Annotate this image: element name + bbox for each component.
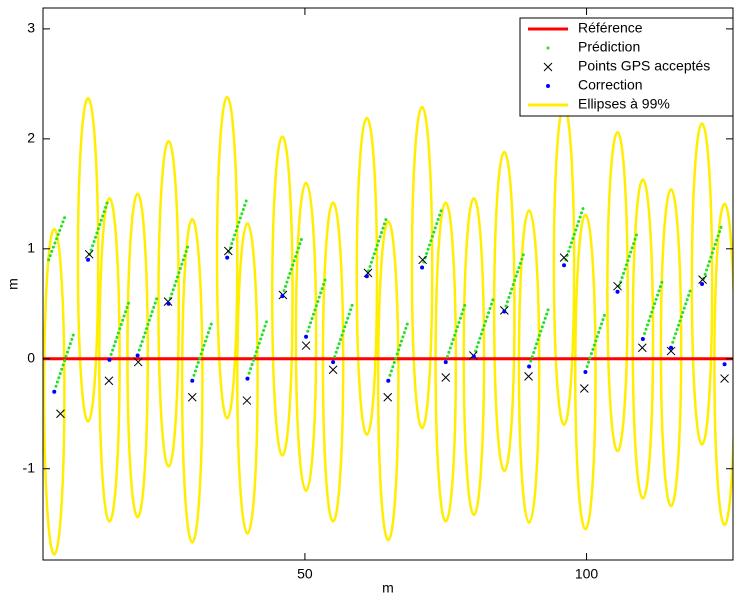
confidence-ellipse [574,213,597,531]
confidence-ellipse [606,131,629,453]
legend-label: Ellipses à 99% [578,96,670,112]
legend-box [519,17,734,117]
confidence-ellipse [517,209,541,524]
legend-swatch [543,62,553,72]
legend: Référence Prédiction Points GPS acceptés Co… [519,17,734,117]
axes-box [42,7,734,561]
correction-point [52,389,57,394]
gps-point [666,346,676,356]
confidence-ellipse [126,192,150,519]
confidence-ellipse [713,202,733,527]
correction-point [722,362,727,367]
correction-point [245,376,250,381]
y-tick-label: 3 [27,20,35,36]
y-tick-label: 1 [27,240,35,256]
correction-point [190,378,195,383]
correction-point [527,364,532,369]
gps-point [133,357,143,367]
x-axis-label: m [382,580,394,596]
gps-point [84,249,94,259]
correction-point [135,353,140,358]
confidence-ellipse [659,188,683,508]
correction-point [583,369,588,374]
correction-point [304,334,309,339]
correction-point [700,282,705,286]
correction-point [107,357,112,362]
gps-point [441,373,451,382]
gps-point [613,281,622,291]
correction-point [420,265,425,270]
confidence-ellipse [76,96,100,423]
confidence-ellipse [376,220,400,542]
correction-point [502,309,507,314]
confidence-ellipse [462,196,486,517]
gps-point [418,255,427,265]
x-tick-label: 50 [297,566,313,582]
confidence-ellipse [294,181,318,492]
gps-point [242,396,252,405]
y-tick-label: -1 [23,459,36,475]
gps-point [56,409,65,419]
correction-point [669,345,674,350]
legend-swatch [546,46,550,50]
correction-point [443,360,448,365]
gps-point [187,392,197,402]
confidence-ellipse [434,201,458,523]
y-tick-label: 0 [27,349,35,365]
correction-point [166,301,171,306]
legend-label: Prédiction [578,39,640,55]
legend-label: Référence [578,20,643,36]
confidence-ellipse [492,150,516,473]
gps-point [698,275,707,284]
correction-point [364,274,369,279]
gps-point [301,341,311,350]
gps-point [104,376,114,386]
confidence-ellipse [410,105,434,430]
gps-point [223,246,233,256]
y-axis-label: m [5,278,21,290]
correction-point [615,289,620,294]
gps-point [559,253,569,262]
gps-point [637,343,647,353]
confidence-ellipse [215,95,239,420]
legend-label: Correction [578,77,643,93]
confidence-ellipse [355,116,379,436]
gps-point [383,392,393,402]
gps-point [524,372,533,381]
correction-point [331,360,336,365]
correction-point [280,294,285,299]
confidence-ellipse [157,139,180,468]
x-tick-label: 100 [575,566,599,582]
confidence-ellipse [43,227,66,556]
correction-point [471,354,476,359]
gps-point [328,365,338,375]
confidence-ellipse [180,217,204,544]
y-tick-label: 2 [27,130,35,146]
correction-point [86,257,91,262]
confidence-ellipse [270,135,294,457]
legend-label: Points GPS acceptés [578,58,710,74]
gps-point [163,297,173,306]
correction-point [386,378,391,383]
confidence-ellipse [236,222,259,535]
gps-point [720,374,729,383]
correction-point [562,263,567,268]
correction-point [640,336,645,341]
confidence-ellipse [631,178,655,500]
gps-point [579,384,589,393]
correction-point [225,255,230,260]
plot-layer [43,95,733,556]
legend-swatch [546,84,550,88]
confidence-ellipse [321,201,345,523]
confidence-ellipse [690,122,714,446]
